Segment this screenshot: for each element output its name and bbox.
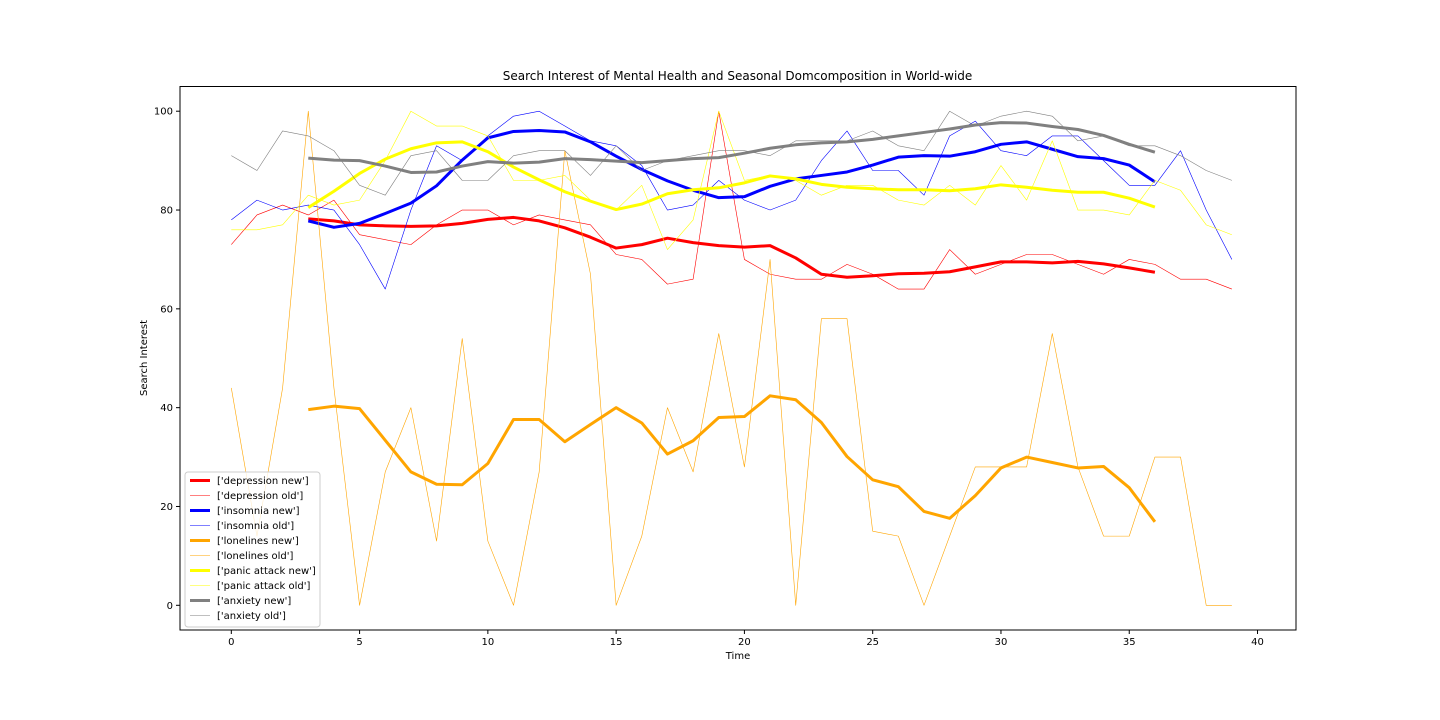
chart-title: Search Interest of Mental Health and Sea… bbox=[503, 69, 973, 83]
plot-frame bbox=[179, 86, 1297, 631]
x-axis-label: Time bbox=[725, 651, 750, 662]
x-tick-label: 0 bbox=[228, 637, 234, 648]
y-tick-label: 80 bbox=[160, 206, 173, 217]
x-tick-label: 40 bbox=[1251, 637, 1264, 648]
y-tick-label: 60 bbox=[160, 304, 173, 315]
series-line-lonelines-old bbox=[231, 110, 1232, 606]
legend-label: ['insomnia old'] bbox=[217, 521, 294, 532]
series-layer bbox=[231, 110, 1233, 606]
x-tick-label: 10 bbox=[481, 637, 494, 648]
legend-label: ['anxiety old'] bbox=[217, 611, 286, 622]
legend-label: ['panic attack old'] bbox=[217, 581, 310, 592]
series-line-lonelines-new bbox=[308, 394, 1157, 523]
legend-label: ['depression new'] bbox=[217, 476, 309, 487]
series-line-insomnia-old bbox=[231, 110, 1233, 290]
legend-label: ['lonelines old'] bbox=[217, 551, 293, 562]
y-tick-label: 20 bbox=[160, 502, 173, 513]
legend-label: ['insomnia new'] bbox=[217, 506, 300, 517]
legend-label: ['panic attack new'] bbox=[217, 566, 316, 577]
axis-ticks: 0 5 10 15 20 25 30 35 40 0 20 40 60 80 100 bbox=[154, 107, 1264, 648]
x-tick-label: 30 bbox=[995, 637, 1008, 648]
y-axis-label: Search Interest bbox=[139, 320, 150, 396]
legend: ['depression new'] ['depression old'] ['in… bbox=[184, 471, 321, 628]
series-line-panic-attack-old bbox=[231, 110, 1232, 250]
series-line-anxiety-new bbox=[308, 121, 1156, 174]
x-tick-label: 20 bbox=[738, 637, 751, 648]
legend-label: ['depression old'] bbox=[217, 491, 303, 502]
y-tick-label: 0 bbox=[167, 601, 173, 612]
x-tick-label: 5 bbox=[356, 637, 362, 648]
y-tick-label: 40 bbox=[160, 403, 173, 414]
series-line-panic-attack-new bbox=[307, 140, 1156, 212]
legend-box bbox=[184, 471, 321, 628]
x-tick-label: 35 bbox=[1123, 637, 1136, 648]
y-tick-label: 100 bbox=[154, 107, 173, 118]
legend-label: ['lonelines new'] bbox=[217, 536, 299, 547]
series-line-insomnia-new bbox=[307, 128, 1156, 229]
x-tick-label: 25 bbox=[866, 637, 879, 648]
series-line-anxiety-old bbox=[231, 110, 1232, 196]
series-line-depression-new bbox=[308, 215, 1156, 279]
legend-label: ['anxiety new'] bbox=[217, 596, 291, 607]
x-tick-label: 15 bbox=[610, 637, 623, 648]
